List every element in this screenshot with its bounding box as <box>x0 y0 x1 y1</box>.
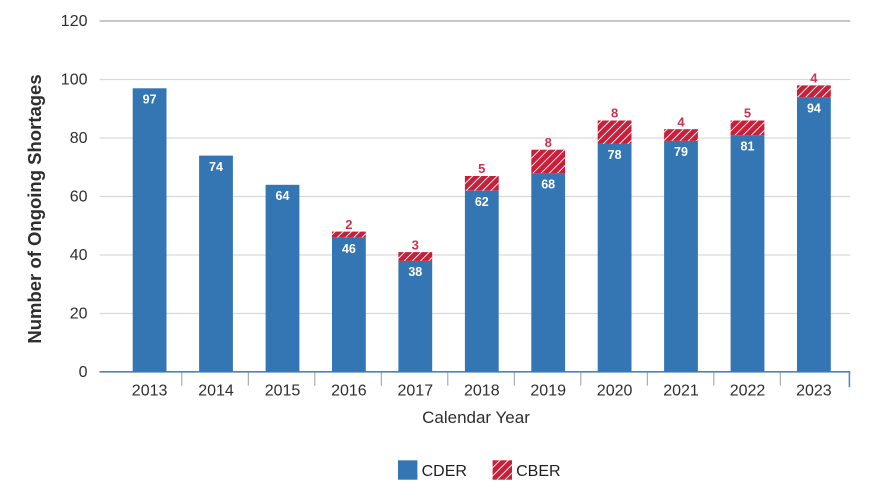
svg-text:3: 3 <box>412 237 419 252</box>
svg-text:Number of Ongoing Shortages: Number of Ongoing Shortages <box>24 74 45 343</box>
svg-text:68: 68 <box>541 177 555 191</box>
svg-text:100: 100 <box>61 72 88 89</box>
svg-text:20: 20 <box>70 306 88 323</box>
svg-text:46: 46 <box>342 242 356 256</box>
svg-text:Calendar Year: Calendar Year <box>422 408 530 427</box>
svg-text:62: 62 <box>475 195 489 209</box>
svg-text:74: 74 <box>209 160 223 174</box>
svg-text:94: 94 <box>807 101 821 115</box>
svg-text:CBER: CBER <box>516 463 560 480</box>
svg-text:81: 81 <box>741 139 755 153</box>
svg-text:2014: 2014 <box>198 383 234 400</box>
svg-text:5: 5 <box>744 106 751 121</box>
svg-text:8: 8 <box>611 106 618 121</box>
svg-text:2023: 2023 <box>796 383 832 400</box>
svg-text:80: 80 <box>70 130 88 147</box>
svg-text:78: 78 <box>608 148 622 162</box>
svg-text:8: 8 <box>545 135 552 150</box>
svg-text:2021: 2021 <box>663 383 699 400</box>
svg-text:2020: 2020 <box>597 383 633 400</box>
svg-text:0: 0 <box>79 364 88 381</box>
svg-text:2015: 2015 <box>265 383 301 400</box>
svg-text:4: 4 <box>810 71 818 86</box>
svg-text:64: 64 <box>276 189 290 203</box>
svg-text:38: 38 <box>408 265 422 279</box>
svg-text:2022: 2022 <box>730 383 766 400</box>
svg-text:2: 2 <box>345 217 352 232</box>
svg-text:4: 4 <box>677 114 685 129</box>
svg-text:2016: 2016 <box>331 383 367 400</box>
svg-text:40: 40 <box>70 247 88 264</box>
svg-text:120: 120 <box>61 13 88 30</box>
svg-text:60: 60 <box>70 189 88 206</box>
svg-text:CDER: CDER <box>422 463 467 480</box>
svg-text:2018: 2018 <box>464 383 500 400</box>
svg-text:2019: 2019 <box>530 383 566 400</box>
svg-text:97: 97 <box>143 93 157 107</box>
svg-text:2013: 2013 <box>132 383 168 400</box>
svg-text:79: 79 <box>674 145 688 159</box>
svg-text:5: 5 <box>478 161 485 176</box>
svg-text:2017: 2017 <box>398 383 434 400</box>
